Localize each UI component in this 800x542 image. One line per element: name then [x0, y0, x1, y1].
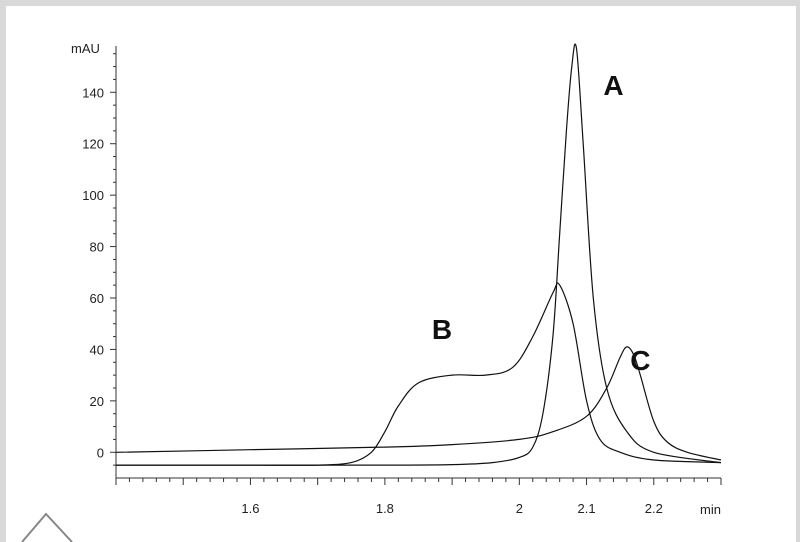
- y-tick-label: 80: [90, 240, 104, 255]
- peak-label-c: C: [630, 345, 650, 376]
- axis-ticks: 0 20 40 60 80 100 120 140 1.6 1.8 2 2.1 2.2: [82, 53, 722, 516]
- x-tick-label: 2.2: [645, 501, 663, 516]
- y-tick-label: 40: [90, 342, 104, 357]
- y-tick-label: 60: [90, 291, 104, 306]
- trace-a: [116, 43, 722, 466]
- trace-b: [116, 282, 722, 466]
- peak-label-a: A: [603, 70, 623, 101]
- y-tick-label: 0: [97, 445, 104, 460]
- plot-panel: [6, 6, 796, 542]
- y-tick-label: 140: [82, 85, 104, 100]
- x-tick-label: 1.6: [241, 501, 259, 516]
- x-tick-label: 1.8: [376, 501, 394, 516]
- trace-c: [115, 346, 722, 461]
- peak-label-b: B: [432, 314, 452, 345]
- x-tick-label: 2: [516, 501, 523, 516]
- x-axis-unit-label: min: [700, 502, 721, 517]
- corner-notch: [21, 512, 73, 542]
- peak-labels: A B C: [432, 70, 651, 376]
- series-layer: [115, 43, 722, 466]
- y-tick-label: 20: [90, 394, 104, 409]
- y-tick-label: 100: [82, 188, 104, 203]
- y-axis-unit-label: mAU: [71, 41, 100, 56]
- y-tick-label: 120: [82, 137, 104, 152]
- x-tick-label: 2.1: [578, 501, 596, 516]
